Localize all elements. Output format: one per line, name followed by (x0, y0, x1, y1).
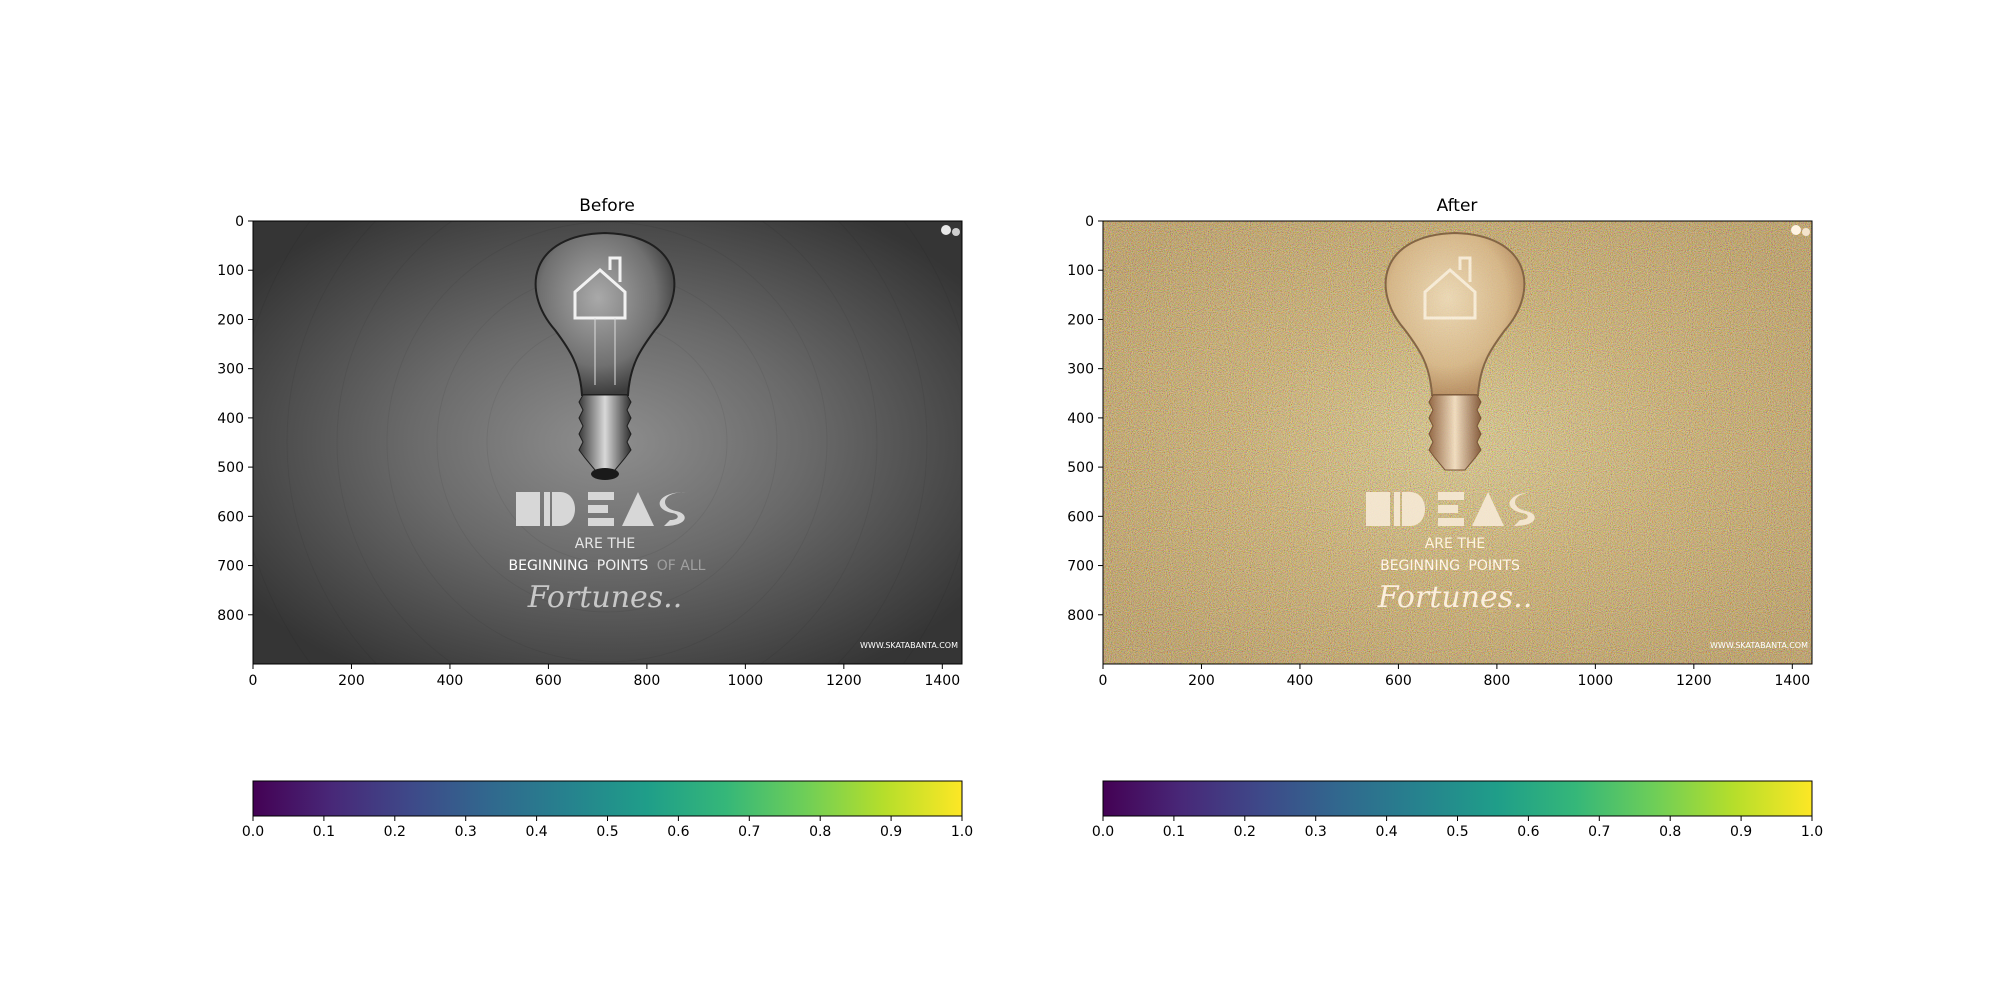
y-tick-label: 700 (1067, 559, 1094, 575)
x-tick-label: 600 (1385, 673, 1412, 689)
script-text: Fortunes.. (527, 580, 683, 615)
y-tick-label: 800 (217, 608, 244, 624)
colorbar-tick-label: 1.0 (1801, 824, 1823, 840)
y-tick-label: 500 (217, 460, 244, 476)
tagline-line2: BEGINNING POINTS (1380, 558, 1520, 574)
x-tick-label: 1200 (826, 673, 862, 689)
colorbar: 0.0 0.1 0.2 0.3 0.4 0.5 0.6 0.7 0.8 0.9 1.0 (242, 780, 973, 840)
ideas-headline (516, 492, 686, 526)
corner-logo-icon (1791, 225, 1810, 236)
light-bulb-icon (534, 231, 676, 480)
colorbar-tick-label: 0.0 (1092, 824, 1114, 840)
x-tick-label: 0 (249, 673, 258, 689)
x-tick-label: 1400 (1774, 673, 1810, 689)
x-axis: 0 200 400 600 800 1000 1200 1400 (249, 664, 960, 689)
colorbar-tick-label: 0.8 (1659, 824, 1681, 840)
colorbar-tick-label: 0.9 (1730, 824, 1752, 840)
script-text: Fortunes.. (1377, 580, 1533, 615)
watermark-text: WWW.SKATABANTA.COM (860, 641, 958, 650)
colorbar-tick-label: 0.3 (1305, 824, 1327, 840)
tagline-line1: ARE THE (575, 536, 636, 552)
colorbar-tick-label: 0.5 (1446, 824, 1468, 840)
x-tick-label: 200 (338, 673, 365, 689)
colorbar-tick-label: 0.8 (809, 824, 831, 840)
panel-title: Before (579, 196, 635, 216)
y-axis: 0 100 200 300 400 500 600 700 800 (1067, 214, 1103, 624)
light-bulb-icon (1384, 231, 1526, 471)
x-tick-label: 1000 (728, 673, 764, 689)
panel-before: Before (217, 196, 973, 840)
tagline-beginning: BEGINNING (1380, 558, 1460, 574)
tagline-of-all: OF ALL (657, 558, 706, 574)
corner-logo-icon (941, 225, 960, 236)
colorbar-axis: 0.0 0.1 0.2 0.3 0.4 0.5 0.6 0.7 0.8 0.9 1.0 (1092, 816, 1823, 840)
colorbar-tick-label: 0.7 (738, 824, 760, 840)
tagline-line1: ARE THE (1425, 536, 1486, 552)
colorbar-tick-label: 0.6 (667, 824, 689, 840)
y-tick-label: 300 (1067, 362, 1094, 378)
y-tick-label: 400 (1067, 411, 1094, 427)
y-tick-label: 700 (217, 559, 244, 575)
y-tick-label: 100 (217, 263, 244, 279)
colorbar-tick-label: 0.6 (1517, 824, 1539, 840)
tagline-line2: BEGINNING POINTS OF ALL (509, 558, 706, 574)
x-tick-label: 1000 (1578, 673, 1614, 689)
y-tick-label: 600 (1067, 509, 1094, 525)
colorbar-axis: 0.0 0.1 0.2 0.3 0.4 0.5 0.6 0.7 0.8 0.9 1.0 (242, 816, 973, 840)
colorbar-tick-label: 0.1 (313, 824, 335, 840)
colorbar-tick-label: 1.0 (951, 824, 973, 840)
x-tick-label: 1200 (1676, 673, 1712, 689)
watermark-text: WWW.SKATABANTA.COM (1710, 641, 1808, 650)
colorbar-gradient (252, 780, 963, 817)
x-tick-label: 0 (1099, 673, 1108, 689)
x-axis: 0 200 400 600 800 1000 1200 1400 (1099, 664, 1810, 689)
x-tick-label: 200 (1188, 673, 1215, 689)
colorbar: 0.0 0.1 0.2 0.3 0.4 0.5 0.6 0.7 0.8 0.9 1.0 (1092, 780, 1823, 840)
y-tick-label: 200 (217, 312, 244, 328)
colorbar-tick-label: 0.4 (1375, 824, 1397, 840)
y-tick-label: 300 (217, 362, 244, 378)
colorbar-gradient (1102, 780, 1813, 817)
axes-frame (1102, 220, 1813, 665)
colorbar-tick-label: 0.2 (384, 824, 406, 840)
colorbar-tick-label: 0.5 (596, 824, 618, 840)
colorbar-tick-label: 0.2 (1234, 824, 1256, 840)
y-axis: 0 100 200 300 400 500 600 700 800 (217, 214, 253, 624)
tagline-points: POINTS (597, 558, 649, 574)
panel-title: After (1437, 196, 1478, 216)
x-tick-label: 400 (1287, 673, 1314, 689)
y-tick-label: 600 (217, 509, 244, 525)
x-tick-label: 600 (535, 673, 562, 689)
colorbar-tick-label: 0.0 (242, 824, 264, 840)
colorbar-tick-label: 0.1 (1163, 824, 1185, 840)
y-tick-label: 800 (1067, 608, 1094, 624)
y-tick-label: 100 (1067, 263, 1094, 279)
x-tick-label: 800 (634, 673, 661, 689)
colorbar-tick-label: 0.7 (1588, 824, 1610, 840)
tagline-points: POINTS (1468, 558, 1520, 574)
colorbar-tick-label: 0.3 (455, 824, 477, 840)
x-tick-label: 1400 (924, 673, 960, 689)
panel-after: After IDEAS ARE THE (1067, 196, 1823, 840)
image-area: IDEAS ARE THE BEGINNING POINTS Fortunes.… (1103, 221, 1812, 664)
image-area: IDEAS ARE THE BEGINNING POINTS OF ALL Fo… (253, 221, 962, 664)
colorbar-tick-label: 0.9 (880, 824, 902, 840)
x-tick-label: 800 (1484, 673, 1511, 689)
x-tick-label: 400 (437, 673, 464, 689)
colorbar-tick-label: 0.4 (525, 824, 547, 840)
y-tick-label: 0 (1085, 214, 1094, 230)
axes-frame (252, 220, 963, 665)
ideas-headline (1366, 492, 1536, 526)
y-tick-label: 0 (235, 214, 244, 230)
y-tick-label: 200 (1067, 312, 1094, 328)
y-tick-label: 500 (1067, 460, 1094, 476)
y-tick-label: 400 (217, 411, 244, 427)
tagline-beginning: BEGINNING (509, 558, 589, 574)
